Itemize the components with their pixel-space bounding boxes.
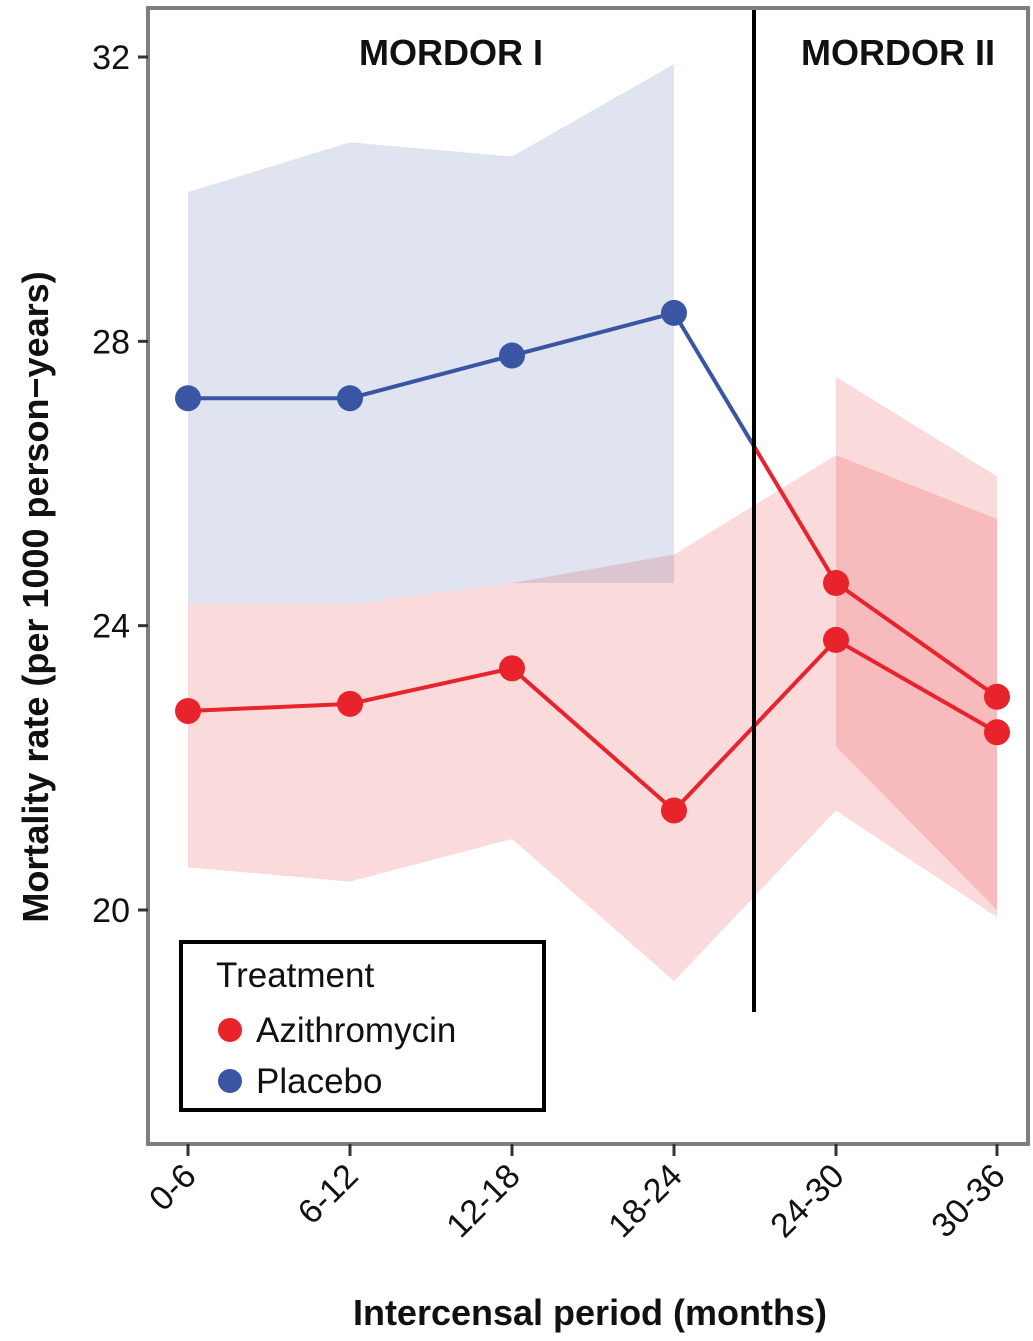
x-tick-label-24-30: 24-30: [763, 1157, 851, 1245]
x-tick-label-0-6: 0-6: [142, 1157, 204, 1219]
point-azithromycin-24-30: [823, 626, 849, 653]
point-placebo-18-24: [661, 299, 687, 326]
legend-label-placebo: Placebo: [256, 1062, 382, 1101]
panel-labels: MORDOR I MORDOR II: [359, 32, 995, 73]
point-azithromycin-30-36: [984, 719, 1010, 746]
panel-label-mordor-ii: MORDOR II: [801, 32, 995, 73]
x-tick-label-12-18: 12-18: [439, 1157, 527, 1245]
series-points: [175, 299, 1010, 824]
x-tick-label-30-36: 30-36: [924, 1157, 1012, 1245]
y-tick-label-28: 28: [92, 323, 130, 361]
point-placebo-12-18: [499, 342, 525, 369]
point-azithromycin-18-24: [661, 797, 687, 824]
x-tick-label-6-12: 6-12: [291, 1157, 366, 1232]
x-tick-label-18-24: 18-24: [601, 1157, 689, 1245]
legend-title: Treatment: [216, 956, 374, 995]
point-azithromycin-0-6: [175, 697, 201, 724]
band-placebo: [188, 64, 674, 605]
y-axis-title: Mortality rate (per 1000 person−years): [15, 271, 56, 922]
line-azithromycin: [187, 637, 998, 814]
band-placebo-crossover: [836, 376, 997, 910]
y-tick-label-20: 20: [92, 892, 130, 930]
plot-frame: [146, 6, 1030, 1146]
x-axis-title: Intercensal period (months): [353, 1292, 827, 1333]
y-axis: 20 24 28 32: [92, 39, 148, 930]
point-placebo-6-12: [337, 385, 363, 412]
point-azithromycin-12-18: [499, 655, 525, 682]
legend-key-placebo: [218, 1069, 242, 1093]
point-placebo-crossover-24-30: [823, 570, 849, 597]
legend-key-azithromycin: [218, 1018, 242, 1042]
legend: Treatment Azithromycin Placebo: [179, 940, 546, 1112]
panel-label-mordor-i: MORDOR I: [359, 32, 543, 73]
point-azithromycin-6-12: [337, 690, 363, 717]
point-placebo-0-6: [175, 385, 201, 412]
x-axis: 0-6 6-12 12-18 18-24 24-30 30-36: [142, 1144, 1013, 1245]
point-placebo-crossover-30-36: [984, 683, 1010, 710]
y-tick-label-24: 24: [92, 608, 130, 646]
band-azithromycin: [188, 455, 997, 982]
y-tick-label-32: 32: [92, 39, 130, 77]
legend-label-azithromycin: Azithromycin: [256, 1011, 456, 1050]
confidence-bands: [188, 64, 997, 982]
